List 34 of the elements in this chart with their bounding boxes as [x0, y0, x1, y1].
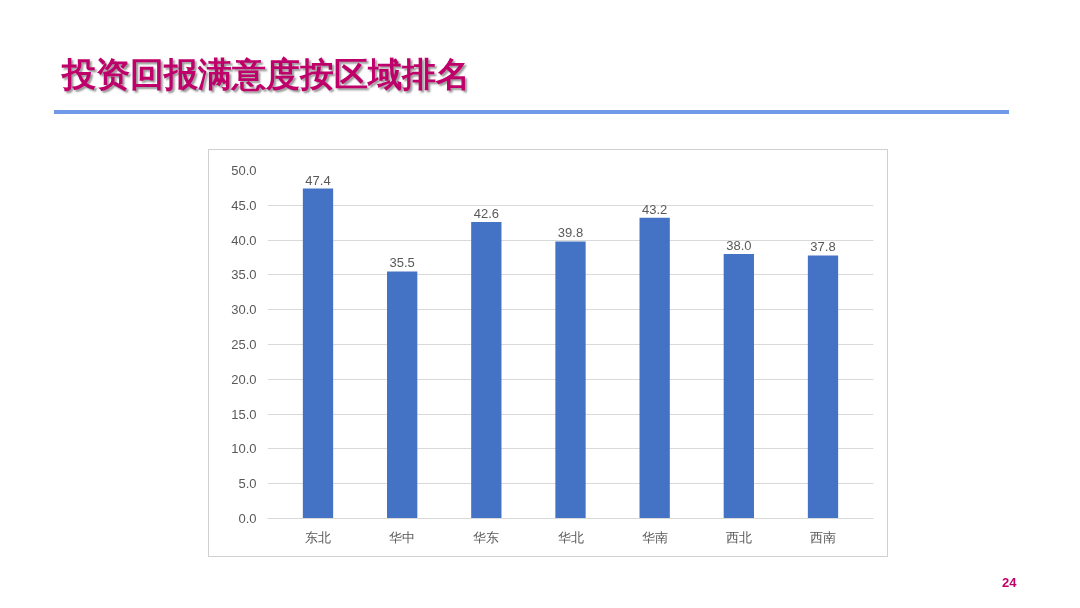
y-tick-label: 0.0 [238, 511, 257, 526]
y-tick-label: 50.0 [231, 163, 257, 178]
bar [639, 217, 670, 519]
chart-title: 投资回报满意度按区域排名 [62, 54, 470, 95]
x-tick-label: 西南 [810, 529, 836, 545]
bar [471, 222, 502, 519]
y-tick-label: 40.0 [231, 232, 257, 248]
data-label: 37.8 [810, 239, 836, 255]
bar [387, 271, 418, 519]
x-tick-label: 西北 [725, 529, 752, 545]
y-tick-label: 15.0 [231, 406, 257, 422]
data-label: 39.8 [557, 225, 584, 241]
x-tick-label: 华中 [389, 529, 416, 545]
y-tick-label: 10.0 [231, 441, 257, 457]
data-label: 38.0 [726, 238, 752, 254]
text: 24 [1002, 574, 1017, 592]
y-tick-label: 30.0 [231, 302, 257, 318]
bar [302, 188, 334, 519]
data-label: 43.2 [642, 201, 668, 217]
x-tick-label: 华北 [557, 529, 584, 545]
x-tick-label: 东北 [305, 529, 331, 545]
data-label: 35.5 [389, 255, 415, 271]
y-tick-label: 5.0 [238, 476, 257, 492]
bar [807, 255, 839, 519]
bar [723, 254, 754, 519]
x-tick-label: 华东 [473, 529, 500, 545]
y-tick-label: 35.0 [231, 267, 257, 283]
x-tick-label: 华南 [641, 529, 668, 545]
y-tick-label: 45.0 [231, 197, 257, 213]
bar [555, 241, 586, 519]
data-label: 42.6 [473, 206, 499, 221]
y-tick-label: 25.0 [231, 337, 257, 352]
y-tick-label: 20.0 [231, 371, 257, 387]
data-label: 47.4 [305, 172, 331, 188]
